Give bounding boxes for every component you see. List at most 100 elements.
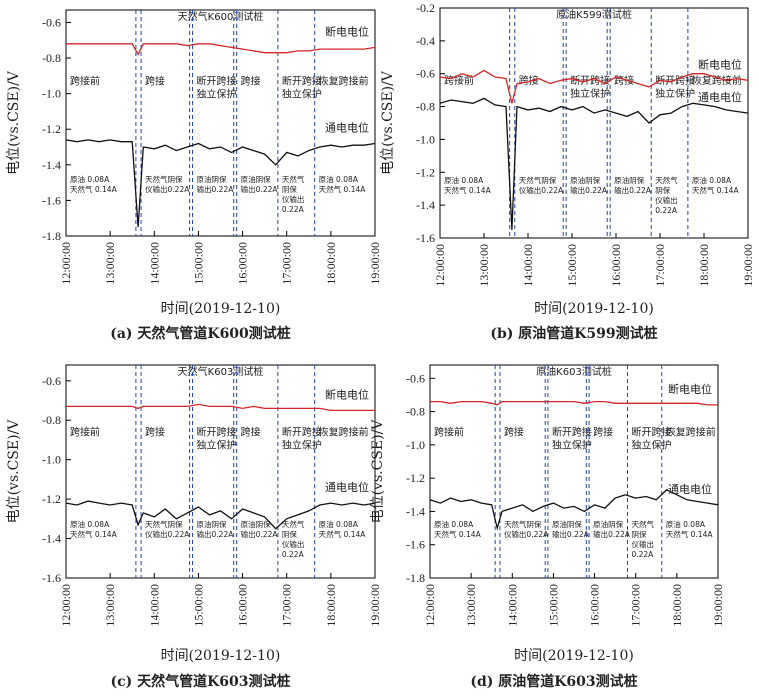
- segment-label: 跨接: [145, 425, 165, 438]
- segment-note-line: 0.22A: [655, 206, 678, 215]
- y-tick-label: -1.4: [416, 198, 435, 212]
- y-axis-label: 电位(vs.CSE)/V: [380, 70, 396, 175]
- y-tick-label: -0.6: [406, 371, 425, 385]
- segment-note: 原油 0.08A 天然气 0.14A: [319, 519, 367, 539]
- x-tick-label: 15:00:00: [565, 244, 579, 287]
- x-tick-label: 14:00:00: [147, 584, 161, 627]
- series-name: 断电电位: [325, 24, 369, 38]
- segment-note-line: 输出0.22A: [614, 185, 652, 195]
- segment-note-line: 仪输出0.22A: [145, 529, 190, 539]
- segment-note: 原油 0.08A 天然气 0.14A: [319, 174, 367, 194]
- y-tick-label: -1.6: [42, 193, 61, 207]
- series-line: [430, 400, 718, 406]
- segment-label-line: 恢复跨接前: [692, 74, 742, 87]
- x-tick-label: 14:00:00: [147, 242, 161, 285]
- segment-label: 跨接: [593, 425, 613, 438]
- x-tick-label: 17:00:00: [653, 244, 667, 287]
- segment-label-line: 跨接: [145, 75, 165, 88]
- segment-label-line: 断开跨接: [197, 75, 237, 88]
- segment-note-line: 天然气: [631, 519, 654, 529]
- segment-note: 原油阴保输出0.22A: [241, 519, 279, 539]
- segment-label-line: 跨接前: [70, 75, 100, 88]
- segment-label: 跨接前: [444, 74, 474, 87]
- y-axis-label: 电位(vs.CSE)/V: [6, 419, 22, 524]
- segment-note-line: 阴保: [282, 185, 297, 194]
- segment-label: 跨接: [504, 425, 524, 438]
- segment-note-line: 原油阴保: [241, 519, 271, 529]
- y-axis-label: 电位(vs.CSE)/V: [6, 70, 22, 175]
- segment-note-line: 原油 0.08A: [319, 519, 359, 529]
- segment-label: 断开跨接独立保护: [282, 75, 322, 101]
- segment-note: 天然气阴保仪输出0.22A: [519, 175, 564, 195]
- segment-note: 原油阴保输出0.22A: [241, 174, 279, 194]
- x-tick-label: 12:00:00: [433, 244, 447, 287]
- y-tick-label: -0.8: [416, 100, 435, 114]
- segment-note-line: 天然气: [282, 519, 305, 529]
- series-name: 通电电位: [668, 482, 712, 496]
- series-line: [439, 69, 749, 104]
- series-name: 通电电位: [325, 120, 369, 134]
- segment-note: 原油阴保输出0.22A: [570, 175, 608, 195]
- segment-note: 原油 0.08A 天然气 0.14A: [692, 175, 740, 195]
- x-axis-label: 时间(2019-12-10): [161, 301, 281, 317]
- segment-note: 原油 0.08A 天然气 0.14A: [444, 175, 492, 195]
- segment-label: 恢复跨接前: [692, 74, 742, 87]
- segment-note: 原油 0.08A 天然气 0.14A: [666, 519, 714, 539]
- x-tick-label: 17:00:00: [280, 584, 294, 627]
- x-tick-label: 19:00:00: [711, 584, 725, 627]
- segment-label: 断开跨接独立保护: [197, 75, 237, 101]
- x-tick-label: 12:00:00: [59, 584, 73, 627]
- segment-label: 跨接: [241, 75, 261, 88]
- caption: (c) 天然气管道K603测试桩: [110, 673, 290, 690]
- x-tick-label: 13:00:00: [103, 584, 117, 627]
- segment-note-line: 原油阴保: [570, 175, 600, 185]
- segment-note-line: 原油 0.08A: [692, 175, 732, 185]
- x-tick-label: 15:00:00: [546, 584, 560, 627]
- segment-label-line: 跨接: [519, 74, 539, 87]
- segment-note-line: 天然气 0.14A: [70, 184, 118, 194]
- segment-note-line: 仪输出0.22A: [504, 529, 549, 539]
- segment-note-line: 阴保: [282, 530, 297, 539]
- y-tick-label: -1.6: [406, 538, 425, 552]
- series-line: [439, 97, 749, 230]
- segment-note-line: 原油阴保: [197, 174, 227, 184]
- segment-label-line: 独立保护: [655, 87, 695, 100]
- segment-note: 天然气阴保仪输出0.22A: [504, 519, 549, 539]
- x-tick-label: 16:00:00: [236, 242, 250, 285]
- plot-frame: [439, 7, 749, 239]
- segment-label: 跨接: [519, 74, 539, 87]
- segment-note-line: 天然气阴保: [145, 174, 183, 184]
- segment-note-line: 天然气 0.14A: [666, 529, 714, 539]
- segment-note: 原油阴保输出0.22A: [614, 175, 652, 195]
- y-tick-label: -1.8: [42, 229, 61, 243]
- panel: -0.6 -0.8 -1.0 -1.2 -1.4 -1.6 -1.812:00:00 13:0…: [370, 364, 725, 690]
- y-tick-label: -1.0: [406, 438, 425, 452]
- segment-label: 恢复跨接前: [666, 425, 716, 438]
- segment-note-line: 原油 0.08A: [70, 174, 110, 184]
- segment-label: 跨接前: [70, 75, 100, 88]
- y-axis-label: 电位(vs.CSE)/V: [370, 419, 386, 524]
- segment-label: 跨接: [145, 75, 165, 88]
- x-tick-label: 18:00:00: [670, 584, 684, 627]
- x-tick-label: 17:00:00: [629, 584, 643, 627]
- y-tick-label: -0.6: [42, 15, 61, 29]
- panel: -0.6 -0.8 -1.0 -1.2 -1.4 -1.612:00:00 13:00:00…: [6, 364, 382, 690]
- segment-note-line: 输出0.22A: [593, 529, 631, 539]
- segment-note-line: 输出0.22A: [570, 185, 608, 195]
- y-tick-label: -1.4: [42, 532, 61, 546]
- segment-note-line: 天然气 0.14A: [692, 185, 740, 195]
- segment-note-line: 原油阴保: [614, 175, 644, 185]
- x-axis-label: 时间(2019-12-10): [514, 648, 634, 664]
- segment-note-line: 仪输出: [631, 539, 654, 549]
- segment-note-line: 仪输出0.22A: [145, 184, 190, 194]
- segment-label-line: 断开跨接: [282, 425, 322, 438]
- caption: (a) 天然气管道K600测试桩: [110, 325, 291, 342]
- x-tick-label: 13:00:00: [103, 242, 117, 285]
- series-name: 断电电位: [325, 387, 369, 401]
- segment-label-line: 跨接: [504, 425, 524, 438]
- segment-label: 断开跨接独立保护: [631, 425, 671, 451]
